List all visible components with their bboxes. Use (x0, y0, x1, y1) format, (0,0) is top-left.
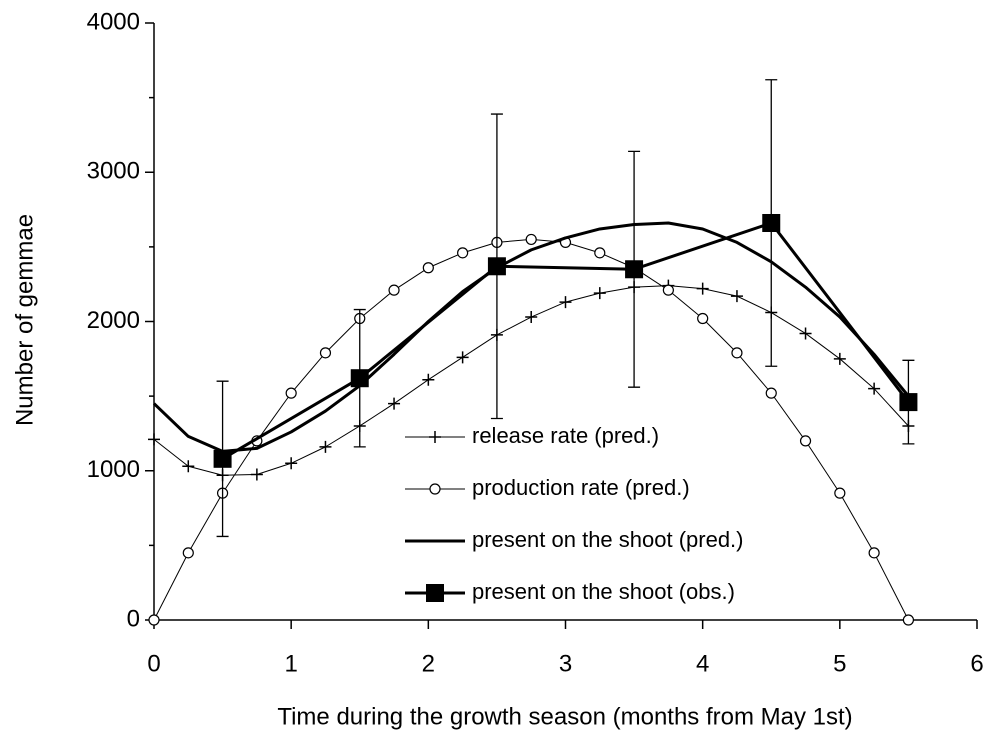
data-point (487, 257, 506, 276)
x-tick-label: 1 (284, 650, 297, 677)
data-point (899, 393, 918, 412)
data-point (625, 260, 644, 279)
data-point (696, 282, 709, 295)
y-axis-label: Number of gemmae (11, 214, 38, 426)
legend-marker (426, 584, 444, 602)
y-tick-label: 3000 (87, 158, 140, 185)
data-point (213, 449, 232, 468)
y-tick-label: 2000 (87, 307, 140, 334)
series-line (152, 221, 910, 453)
data-point (834, 487, 846, 499)
x-tick-label: 3 (559, 650, 572, 677)
data-point (762, 213, 781, 232)
data-point (662, 284, 674, 296)
x-tick-label: 0 (147, 650, 160, 677)
data-point (697, 312, 709, 325)
x-tick-label: 4 (696, 650, 709, 677)
data-point (350, 369, 369, 388)
data-point (525, 311, 538, 324)
legend-marker (429, 483, 441, 495)
data-point (594, 247, 606, 259)
data-point (868, 547, 880, 559)
data-point (148, 614, 160, 626)
legend-marker (429, 431, 441, 443)
data-point (457, 247, 469, 259)
data-point (422, 262, 434, 274)
x-axis-label: Time during the growth season (months fr… (277, 703, 852, 730)
legend-label: release rate (pred.) (472, 423, 659, 448)
y-tick-label: 0 (127, 605, 140, 632)
data-point (319, 347, 332, 359)
data-point (902, 614, 915, 626)
data-point (319, 440, 332, 453)
data-point (593, 287, 606, 300)
legend-label: present on the shoot (pred.) (472, 527, 744, 552)
data-point (559, 296, 572, 309)
data-point (868, 382, 881, 395)
data-point (388, 284, 400, 296)
data-point (182, 547, 194, 559)
data-point (250, 468, 263, 481)
data-point (799, 327, 812, 340)
data-point (285, 387, 297, 399)
data-point (388, 397, 401, 410)
data-point (730, 290, 743, 303)
x-tick-label: 5 (833, 650, 846, 677)
data-point (799, 435, 812, 447)
data-point (422, 373, 435, 386)
data-point (731, 347, 743, 359)
y-tick-label: 1000 (87, 456, 140, 483)
legend-label: present on the shoot (obs.) (472, 579, 735, 604)
data-point (456, 351, 469, 364)
series-line (221, 221, 910, 461)
y-tick-label: 4000 (87, 8, 140, 35)
data-point (525, 233, 537, 246)
x-tick-label: 6 (970, 650, 983, 677)
data-point (833, 352, 846, 365)
legend-label: production rate (pred.) (472, 475, 690, 500)
data-point (148, 433, 160, 446)
x-tick-label: 2 (422, 650, 435, 677)
data-point (285, 457, 298, 470)
data-point (765, 387, 777, 399)
data-point (182, 460, 195, 473)
